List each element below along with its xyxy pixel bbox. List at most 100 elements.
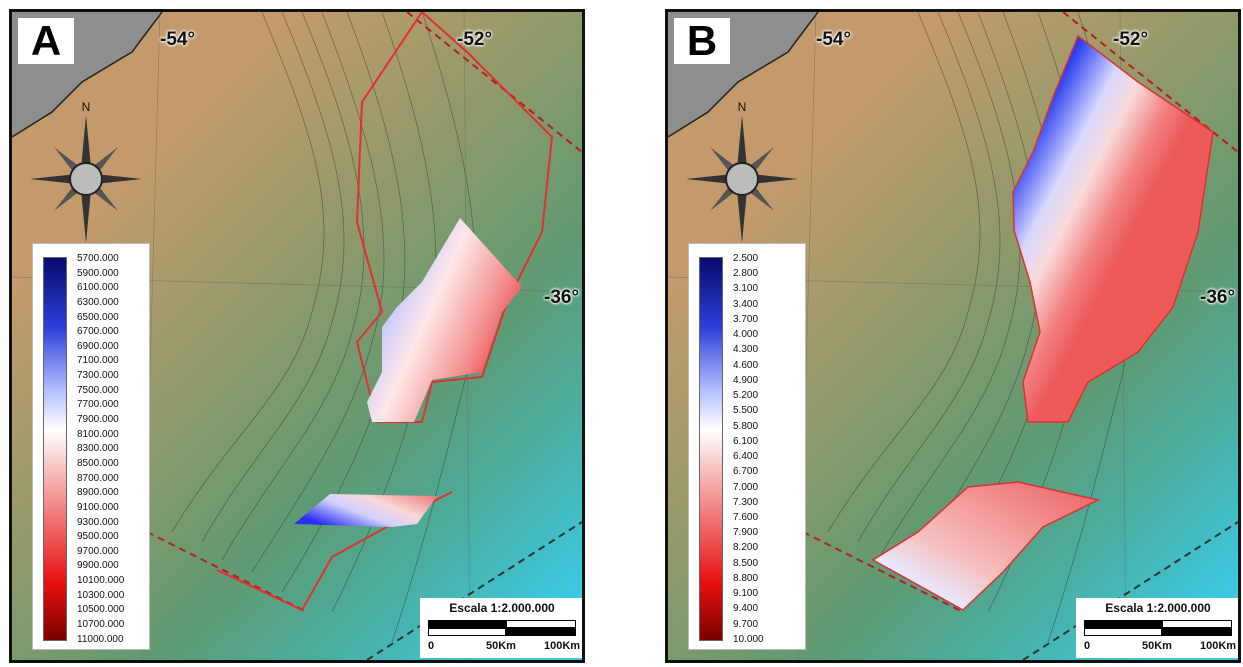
legend-tick: 6100.000 (77, 282, 119, 294)
scale-segment (506, 628, 576, 636)
compass-rose-icon: N (686, 100, 798, 243)
scale-tick: 100Km (544, 640, 581, 652)
legend-tick: 10500.000 (77, 604, 125, 616)
legend-tick: 4.000 (733, 329, 759, 341)
legend-tick: 9300.000 (77, 516, 119, 528)
longitude-label-left: -54° (160, 29, 196, 50)
legend-tick: 9.100 (733, 588, 759, 600)
scale-segment (1084, 620, 1162, 628)
velocity-surface-south (871, 481, 1101, 611)
legend-tick: 9500.000 (77, 531, 119, 543)
legend-ticks: 5700.000 5900.000 6100.000 6300.000 6500… (77, 253, 149, 645)
coastline (12, 12, 163, 138)
legend-tick: 9.700 (733, 618, 759, 630)
legend-tick: 8.800 (733, 572, 759, 584)
legend-tick: 7.000 (733, 481, 759, 493)
coastline (668, 12, 819, 138)
scale-tick: 0 (428, 640, 435, 652)
scale-segment (1162, 620, 1232, 628)
legend-tick: 5.500 (733, 405, 759, 417)
legend-tick: 9700.000 (77, 545, 119, 557)
legend-tick: 6.400 (733, 451, 759, 463)
legend-tick: 8.500 (733, 557, 759, 569)
legend-tick: 6300.000 (77, 296, 119, 308)
scale-tick: 100Km (1200, 640, 1237, 652)
legend-tick: 7.300 (733, 496, 759, 508)
legend-tick: 7100.000 (77, 355, 119, 367)
compass-rose-icon: N (30, 100, 142, 243)
legend-tick: 3.700 (733, 313, 759, 325)
eez-boundary-line (406, 12, 582, 153)
velocity-surface-north (367, 218, 522, 422)
legend-tick: 8500.000 (77, 457, 119, 469)
legend-tick: 9900.000 (77, 560, 119, 572)
scale-segment (1084, 628, 1162, 636)
legend-tick: 9100.000 (77, 501, 119, 513)
legend-tick: 8100.000 (77, 428, 119, 440)
panel-label: B (674, 18, 730, 64)
legend-ticks: 2.500 2.800 3.100 3.400 3.700 4.000 4.30… (733, 253, 805, 645)
scale-tick: 50Km (1142, 640, 1172, 652)
longitude-label-left: -54° (816, 29, 852, 50)
legend-tick: 2.800 (733, 268, 759, 280)
map-panel-a: A -54° -52° -36° N 5700.000 5900.000 610… (9, 9, 585, 663)
legend-tick: 6700.000 (77, 326, 119, 338)
legend-tick: 8300.000 (77, 443, 119, 455)
legend-tick: 10700.000 (77, 619, 125, 631)
color-legend: 5700.000 5900.000 6100.000 6300.000 6500… (32, 243, 150, 650)
scale-bar: Escala 1:2.000.000 0 50Km 100Km (420, 598, 582, 658)
legend-tick: 6500.000 (77, 311, 119, 323)
scale-segment (506, 620, 576, 628)
legend-tick: 7500.000 (77, 384, 119, 396)
legend-tick: 3.400 (733, 298, 759, 310)
legend-tick: 5.800 (733, 420, 759, 432)
legend-tick: 7.900 (733, 527, 759, 539)
eez-boundary-line-south (146, 531, 308, 613)
legend-tick: 11000.000 (77, 633, 124, 645)
velocity-surface-north (1012, 34, 1214, 423)
legend-tick: 7.600 (733, 511, 759, 523)
map-panel-b: B -54° -52° -36° N 2.500 2.800 3.100 3.4… (665, 9, 1241, 663)
legend-tick: 4.300 (733, 344, 759, 356)
north-label: N (82, 100, 91, 114)
legend-tick: 6.100 (733, 435, 759, 447)
eez-boundary-line-south (802, 531, 964, 613)
panel-label: A (18, 18, 74, 64)
legend-tick: 5700.000 (77, 253, 119, 264)
legend-tick: 8700.000 (77, 472, 119, 484)
scale-bar: Escala 1:2.000.000 0 50Km 100Km (1076, 598, 1238, 658)
legend-tick: 9.400 (733, 603, 759, 615)
longitude-label-right: -52° (457, 29, 493, 50)
legend-tick: 10.000 (733, 633, 764, 645)
legend-tick: 2.500 (733, 253, 759, 264)
legend-tick: 4.900 (733, 374, 759, 386)
longitude-label-right: -52° (1113, 29, 1149, 50)
legend-tick: 6900.000 (77, 340, 119, 352)
scale-title: Escala 1:2.000.000 (449, 601, 555, 615)
legend-tick: 8.200 (733, 542, 759, 554)
latitude-label: -36° (544, 287, 580, 308)
scale-title: Escala 1:2.000.000 (1105, 601, 1211, 615)
legend-tick: 5.200 (733, 390, 759, 402)
legend-color-ramp (43, 257, 67, 641)
study-area-outline (355, 12, 554, 423)
legend-tick: 3.100 (733, 283, 759, 295)
legend-tick: 10100.000 (77, 575, 125, 587)
legend-tick: 7900.000 (77, 414, 119, 426)
legend-tick: 6.700 (733, 466, 759, 478)
legend-tick: 7700.000 (77, 399, 119, 411)
scale-segment (428, 628, 506, 636)
legend-color-ramp (699, 257, 723, 641)
scale-segment (1162, 628, 1232, 636)
scale-segment (428, 620, 506, 628)
north-label: N (738, 100, 747, 114)
latitude-label: -36° (1200, 287, 1236, 308)
track-line-dashed (1022, 521, 1238, 660)
scale-tick: 0 (1084, 640, 1091, 652)
legend-tick: 4.600 (733, 359, 759, 371)
velocity-surface-south (294, 494, 437, 527)
legend-tick: 8900.000 (77, 487, 119, 499)
scale-tick: 50Km (486, 640, 516, 652)
study-area-outline-south (216, 491, 453, 612)
legend-tick: 10300.000 (77, 589, 125, 601)
